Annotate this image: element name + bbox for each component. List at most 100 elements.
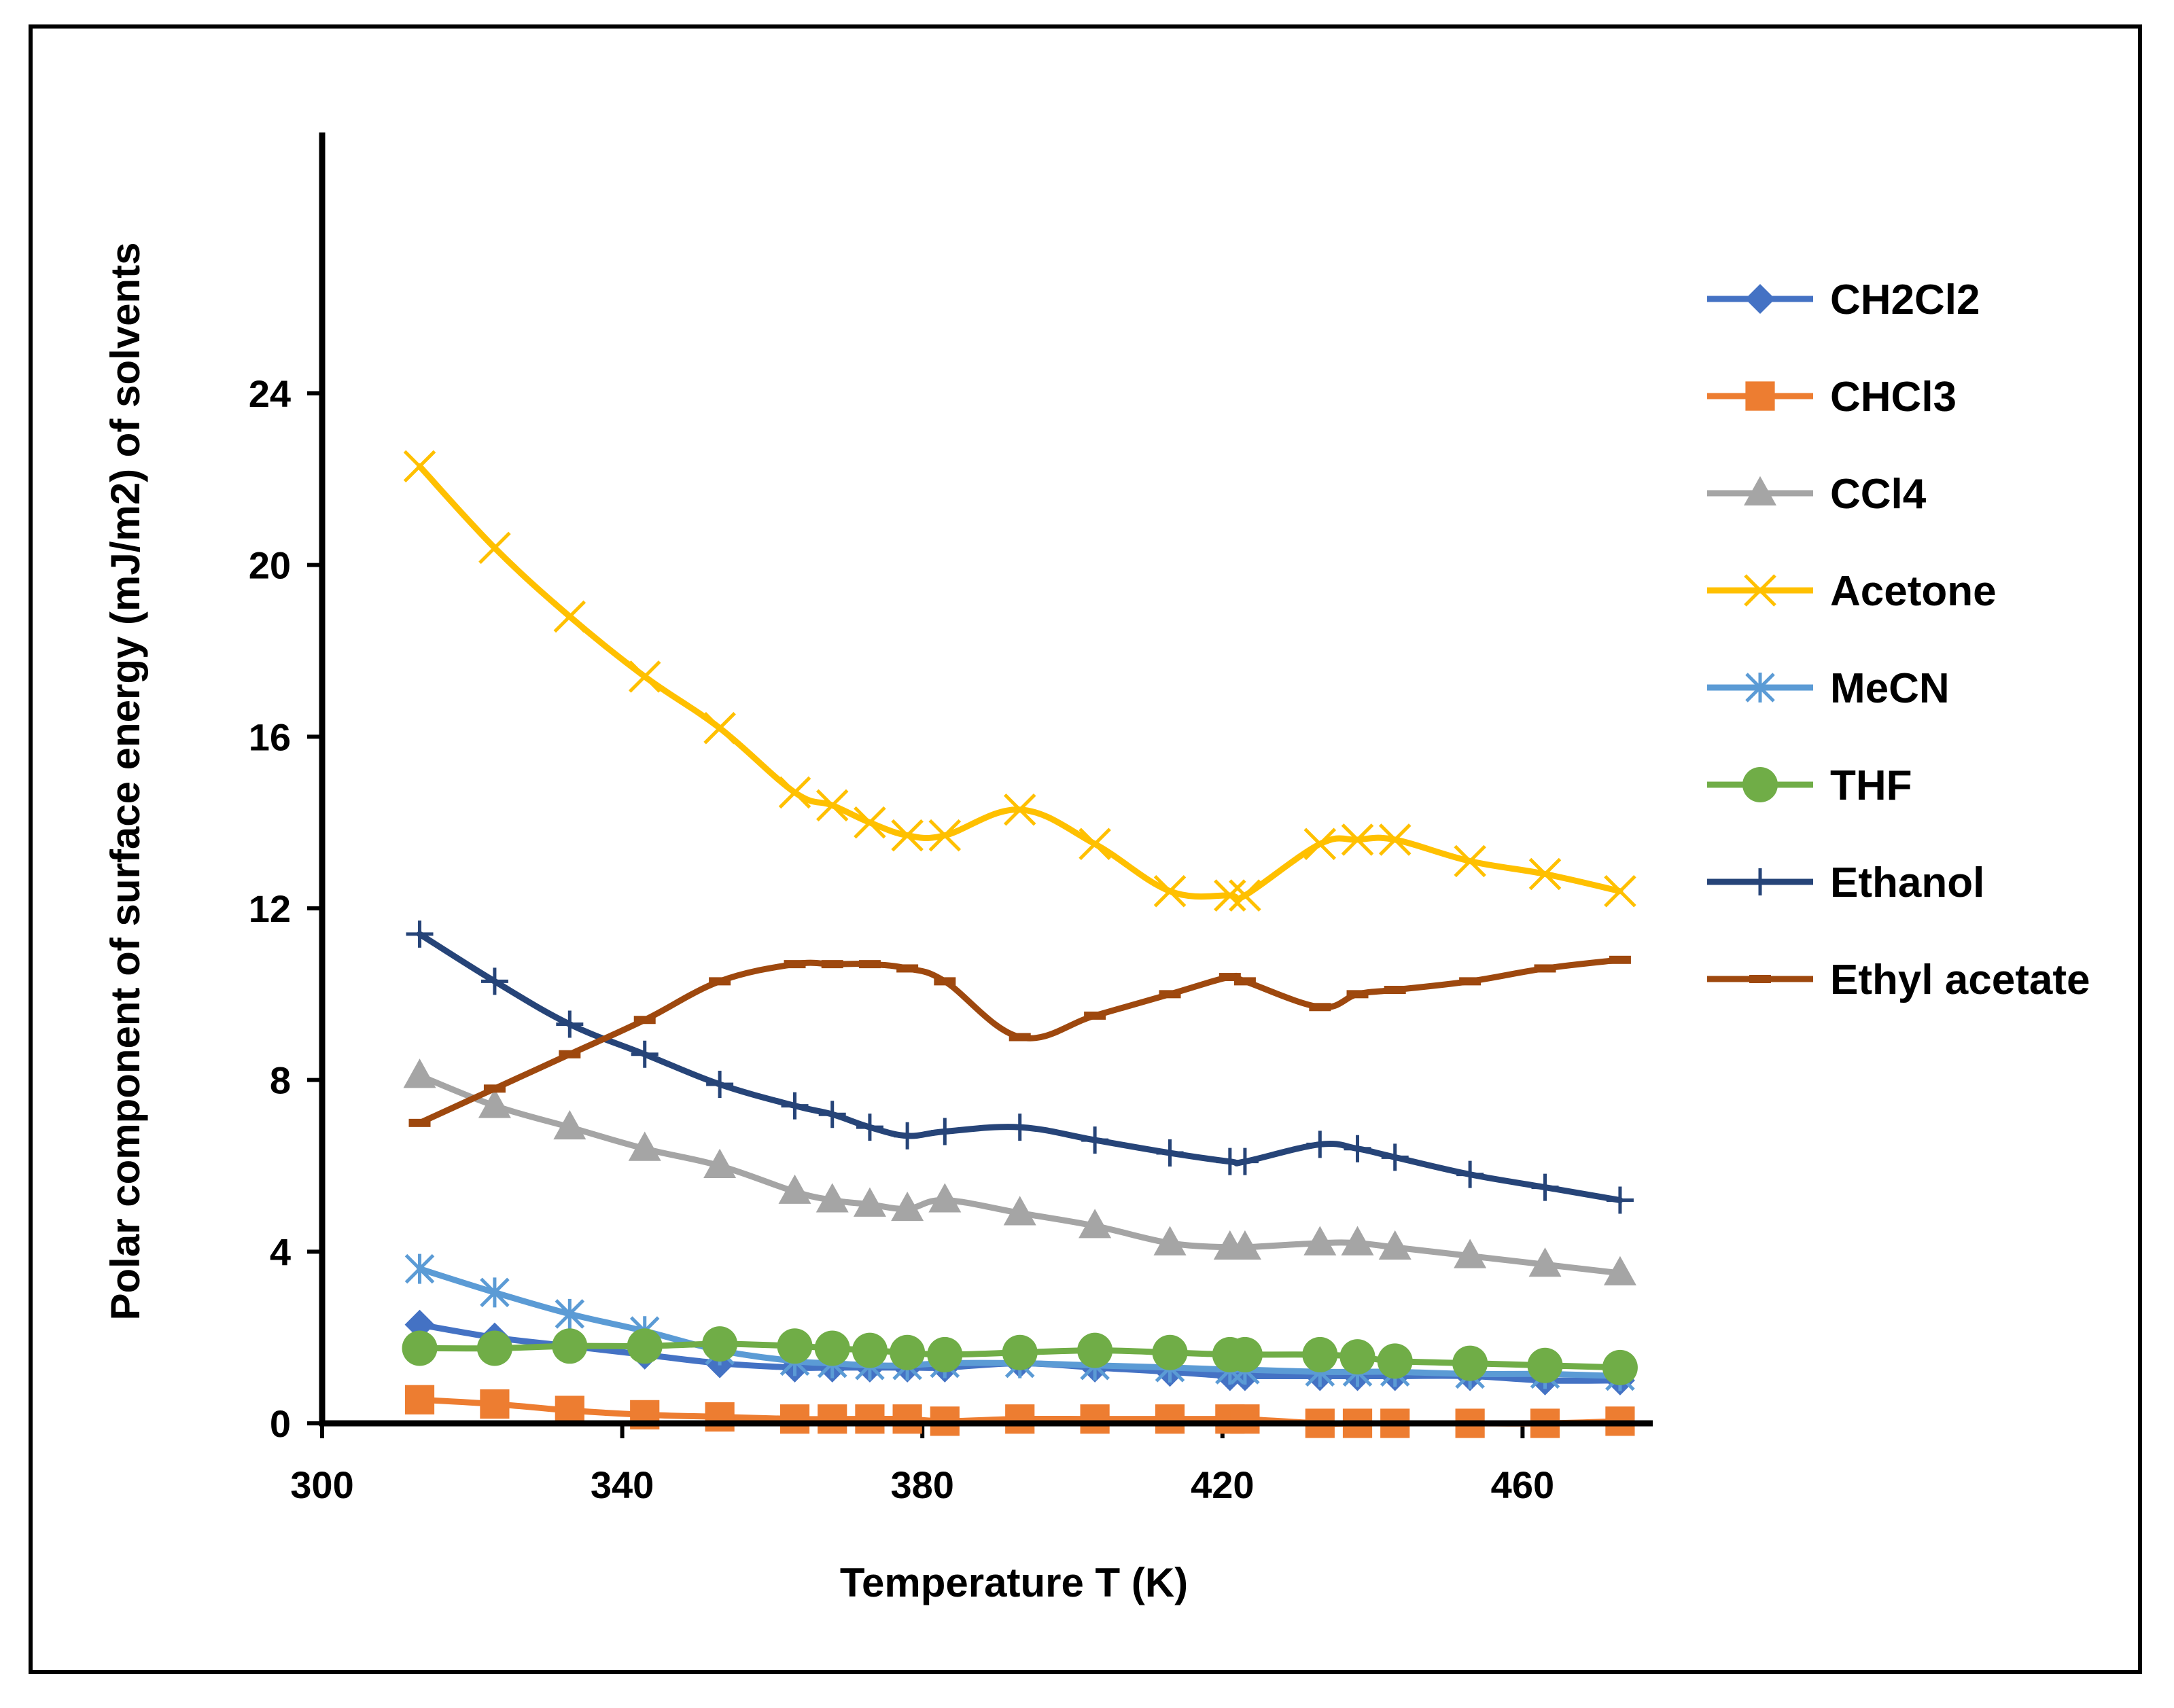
data-point xyxy=(777,1328,813,1364)
legend-label: CH2Cl2 xyxy=(1830,277,1980,323)
data-point xyxy=(896,964,919,973)
data-point xyxy=(816,1183,849,1213)
data-point xyxy=(1339,1339,1375,1375)
data-point xyxy=(821,960,843,969)
y-axis-title: Polar component of surface energy (mJ/m2… xyxy=(103,242,148,1320)
data-point xyxy=(1153,1226,1187,1256)
data-point xyxy=(627,1328,663,1364)
data-point xyxy=(1227,1336,1263,1372)
series-mecn xyxy=(404,1253,1635,1391)
legend-marker xyxy=(1747,868,1774,895)
data-point xyxy=(894,1122,922,1150)
data-point xyxy=(709,977,731,986)
data-point xyxy=(1606,1186,1634,1214)
legend-item: CH2Cl2 xyxy=(1707,277,1980,323)
data-point xyxy=(483,1084,506,1093)
data-point xyxy=(928,819,962,852)
series-line xyxy=(417,957,1624,1126)
data-point xyxy=(1604,874,1636,908)
data-point xyxy=(1156,1139,1184,1167)
data-point xyxy=(404,1309,435,1340)
data-point xyxy=(1002,1334,1038,1370)
x-tick-label: 340 xyxy=(591,1463,654,1506)
data-point xyxy=(480,967,508,995)
legend-label: THF xyxy=(1830,762,1912,809)
data-point xyxy=(1602,1349,1638,1385)
data-point xyxy=(555,1395,584,1425)
legend-label: CHCl3 xyxy=(1830,374,1957,421)
data-point xyxy=(1009,1033,1031,1042)
data-point xyxy=(403,1058,436,1088)
data-point xyxy=(480,1277,510,1308)
y-tick-label: 0 xyxy=(270,1402,291,1445)
series-line xyxy=(417,931,1624,1204)
data-point xyxy=(628,1131,661,1161)
data-point xyxy=(1378,823,1412,856)
data-point xyxy=(1377,1343,1413,1379)
data-point xyxy=(927,1336,963,1372)
data-point xyxy=(1006,1114,1034,1141)
data-point xyxy=(404,1385,435,1415)
data-point xyxy=(1452,1345,1488,1381)
data-point xyxy=(633,1016,656,1025)
data-point xyxy=(1459,977,1482,986)
data-point xyxy=(408,1118,431,1127)
data-point xyxy=(1609,955,1631,964)
data-point xyxy=(1306,1131,1334,1158)
data-point xyxy=(1077,1332,1113,1368)
x-tick-label: 420 xyxy=(1191,1463,1254,1506)
data-point xyxy=(1302,1336,1338,1372)
legend-marker xyxy=(1745,381,1775,411)
series-thf xyxy=(402,1326,1638,1385)
series-line xyxy=(417,463,1624,903)
legend-item: MeCN xyxy=(1707,665,1950,712)
data-point xyxy=(559,1050,581,1058)
data-point xyxy=(1378,1230,1412,1260)
x-tick-label: 380 xyxy=(890,1463,953,1506)
data-point xyxy=(1303,1226,1337,1256)
data-point xyxy=(1531,1173,1559,1201)
data-point xyxy=(480,1389,510,1419)
legend-marker xyxy=(1744,574,1776,607)
data-point xyxy=(1528,1247,1562,1277)
legend-label: MeCN xyxy=(1830,665,1950,712)
y-tick-label: 20 xyxy=(249,544,291,587)
legend-item: CCl4 xyxy=(1707,471,1927,518)
data-point xyxy=(1527,1347,1563,1383)
legend-label: Ethanol xyxy=(1830,859,1984,906)
data-point xyxy=(1346,990,1369,999)
data-point xyxy=(1233,977,1256,986)
data-point xyxy=(555,1298,585,1329)
data-point xyxy=(1528,857,1562,891)
data-point xyxy=(553,1109,586,1140)
data-point xyxy=(1341,823,1374,856)
data-point xyxy=(478,531,511,565)
legend-item: Ethanol xyxy=(1707,859,1984,906)
data-point xyxy=(1152,1334,1188,1370)
x-tick-label: 460 xyxy=(1491,1463,1554,1506)
data-point xyxy=(702,1326,738,1362)
data-point xyxy=(855,1404,885,1434)
legend-marker xyxy=(1749,975,1771,983)
series-layer xyxy=(402,450,1638,1438)
data-point xyxy=(784,960,806,969)
data-point xyxy=(1603,1256,1636,1285)
data-point xyxy=(1155,1404,1185,1434)
data-point xyxy=(778,1174,811,1204)
data-point xyxy=(1081,1126,1109,1154)
data-point xyxy=(854,806,886,839)
data-point xyxy=(818,1404,847,1434)
legend-marker xyxy=(1744,476,1776,505)
data-point xyxy=(628,660,661,693)
data-point xyxy=(1080,1404,1110,1434)
axes xyxy=(319,132,1653,1427)
legend-item: Ethyl acetate xyxy=(1707,957,2090,1003)
legend-label: CCl4 xyxy=(1830,471,1927,518)
data-point xyxy=(476,1330,512,1366)
data-point xyxy=(406,920,434,948)
data-point xyxy=(934,977,956,986)
y-tick-label: 12 xyxy=(249,887,291,930)
chart-frame xyxy=(29,24,2142,1674)
legend: CH2Cl2 CHCl3 CCl4 Acetone MeCN THF Ethanol Ethy… xyxy=(1707,277,2090,1003)
